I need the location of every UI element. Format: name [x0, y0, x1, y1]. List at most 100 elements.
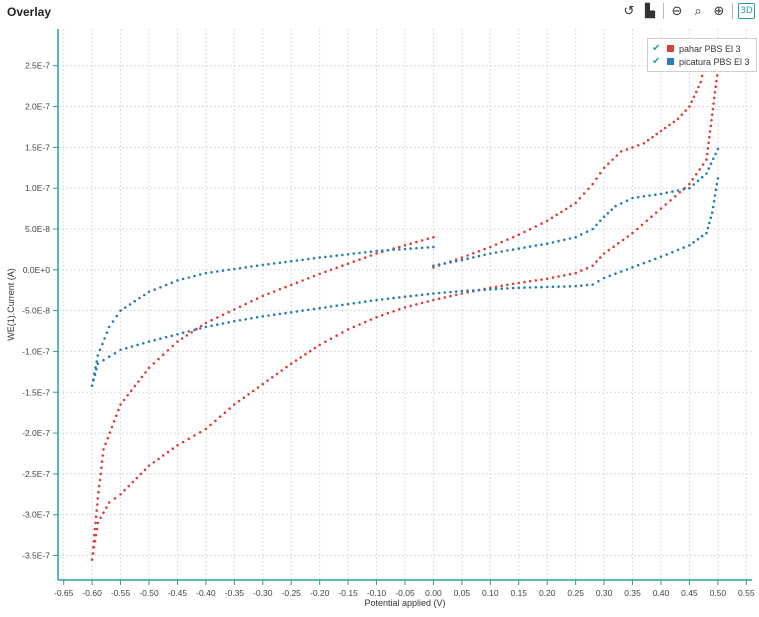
data-point-series-1: [129, 389, 133, 393]
print-icon[interactable]: ▙: [645, 3, 655, 19]
data-point-series-1: [655, 132, 658, 136]
data-point-series-1: [619, 150, 623, 153]
data-point-series-1: [688, 182, 691, 186]
data-point-series-1: [96, 497, 100, 500]
x-axis-label: Potential applied (V): [364, 598, 445, 608]
data-point-series-2: [136, 343, 139, 347]
data-point-series-2: [528, 245, 532, 248]
data-point-series-1: [545, 277, 549, 281]
check-icon[interactable]: ✔: [652, 56, 661, 67]
data-point-series-2: [443, 291, 447, 294]
data-point-series-1: [420, 239, 424, 242]
data-point-series-1: [244, 302, 247, 306]
data-point-series-2: [363, 300, 367, 303]
data-point-series-1: [710, 113, 714, 116]
y-tick-label: -2.0E-7: [22, 428, 50, 438]
x-tick-label: 0.20: [539, 588, 556, 598]
reset-view-icon[interactable]: ↺: [623, 3, 635, 19]
data-point-series-1: [432, 298, 435, 302]
data-point-series-2: [415, 294, 418, 297]
y-tick-label: 0.0E+0: [23, 265, 50, 275]
data-point-series-2: [540, 243, 543, 246]
data-point-series-2: [233, 267, 236, 271]
data-point-series-1: [308, 349, 312, 353]
data-point-series-1: [511, 235, 515, 239]
legend-label: pahar PBS El 3: [679, 43, 741, 54]
data-point-series-1: [171, 344, 174, 348]
data-point-series-2: [614, 204, 617, 208]
data-point-series-2: [711, 205, 715, 209]
data-point-series-2: [665, 191, 668, 194]
data-point-series-2: [692, 241, 695, 244]
data-point-series-1: [432, 235, 435, 239]
data-point-series-2: [696, 237, 700, 241]
data-point-series-1: [358, 258, 361, 261]
data-point-series-2: [312, 257, 316, 260]
data-point-series-2: [489, 252, 492, 255]
legend-swatch: [667, 58, 674, 65]
data-point-series-1: [329, 337, 333, 341]
data-point-series-1: [147, 464, 151, 468]
data-point-series-2: [318, 306, 322, 310]
data-point-series-2: [707, 167, 711, 170]
data-point-series-1: [517, 233, 521, 236]
data-point-series-1: [709, 124, 713, 128]
legend-item[interactable]: ✔ picatura PBS El 3: [652, 55, 752, 68]
data-point-series-1: [228, 407, 231, 410]
data-point-series-2: [432, 245, 435, 249]
data-point-series-1: [403, 306, 407, 309]
data-point-series-1: [223, 411, 227, 415]
data-point-series-2: [568, 237, 572, 240]
data-point-series-2: [551, 241, 555, 244]
legend-swatch: [667, 45, 674, 52]
data-point-series-1: [181, 440, 185, 444]
zoom-in-icon[interactable]: ⊕: [713, 3, 725, 19]
check-icon[interactable]: ✔: [652, 43, 661, 54]
data-point-series-1: [500, 240, 504, 244]
data-point-series-2: [101, 342, 104, 346]
data-point-series-2: [466, 289, 469, 293]
zoom-fit-icon[interactable]: ⌕: [694, 3, 702, 19]
data-point-series-2: [125, 346, 128, 350]
data-point-series-2: [654, 257, 657, 261]
data-point-series-1: [198, 431, 202, 434]
x-tick-label: 0.15: [510, 588, 527, 598]
y-tick-label: 1.0E-7: [25, 183, 50, 193]
data-point-series-1: [636, 144, 640, 147]
data-point-series-1: [506, 283, 509, 287]
data-point-series-1: [119, 493, 122, 496]
data-point-series-1: [669, 199, 672, 202]
data-point-series-1: [415, 240, 418, 244]
data-point-series-2: [477, 288, 481, 292]
x-tick-label: -0.05: [395, 588, 415, 598]
chart-toolbar: ↺ ▙ ⊖ ⌕ ⊕ 3D: [621, 3, 755, 19]
data-point-series-2: [648, 194, 651, 197]
y-tick-label: -1.0E-7: [22, 346, 50, 356]
zoom-out-icon[interactable]: ⊖: [671, 3, 683, 19]
data-point-series-2: [460, 258, 464, 262]
three-d-toggle-button[interactable]: 3D: [738, 3, 755, 19]
data-point-series-2: [369, 250, 373, 253]
data-point-series-2: [705, 172, 708, 175]
data-point-series-2: [119, 309, 122, 312]
data-point-series-1: [104, 442, 107, 446]
data-point-series-1: [708, 130, 712, 133]
data-point-series-2: [597, 279, 600, 283]
data-point-series-2: [250, 265, 253, 268]
x-tick-label: -0.30: [253, 588, 273, 598]
data-point-series-1: [650, 215, 653, 218]
data-point-series-1: [540, 278, 543, 281]
data-point-series-2: [244, 266, 247, 269]
data-point-series-1: [358, 323, 361, 326]
data-point-series-1: [190, 331, 193, 334]
data-point-series-1: [587, 187, 590, 191]
x-tick-label: -0.45: [168, 588, 188, 598]
x-tick-label: -0.35: [225, 588, 245, 598]
x-tick-label: -0.65: [54, 588, 74, 598]
data-point-series-1: [233, 403, 236, 406]
data-point-series-1: [101, 454, 105, 457]
data-point-series-2: [170, 281, 174, 285]
data-point-series-2: [352, 302, 356, 305]
legend-item[interactable]: ✔ pahar PBS El 3: [652, 42, 752, 55]
data-point-series-2: [714, 152, 717, 156]
